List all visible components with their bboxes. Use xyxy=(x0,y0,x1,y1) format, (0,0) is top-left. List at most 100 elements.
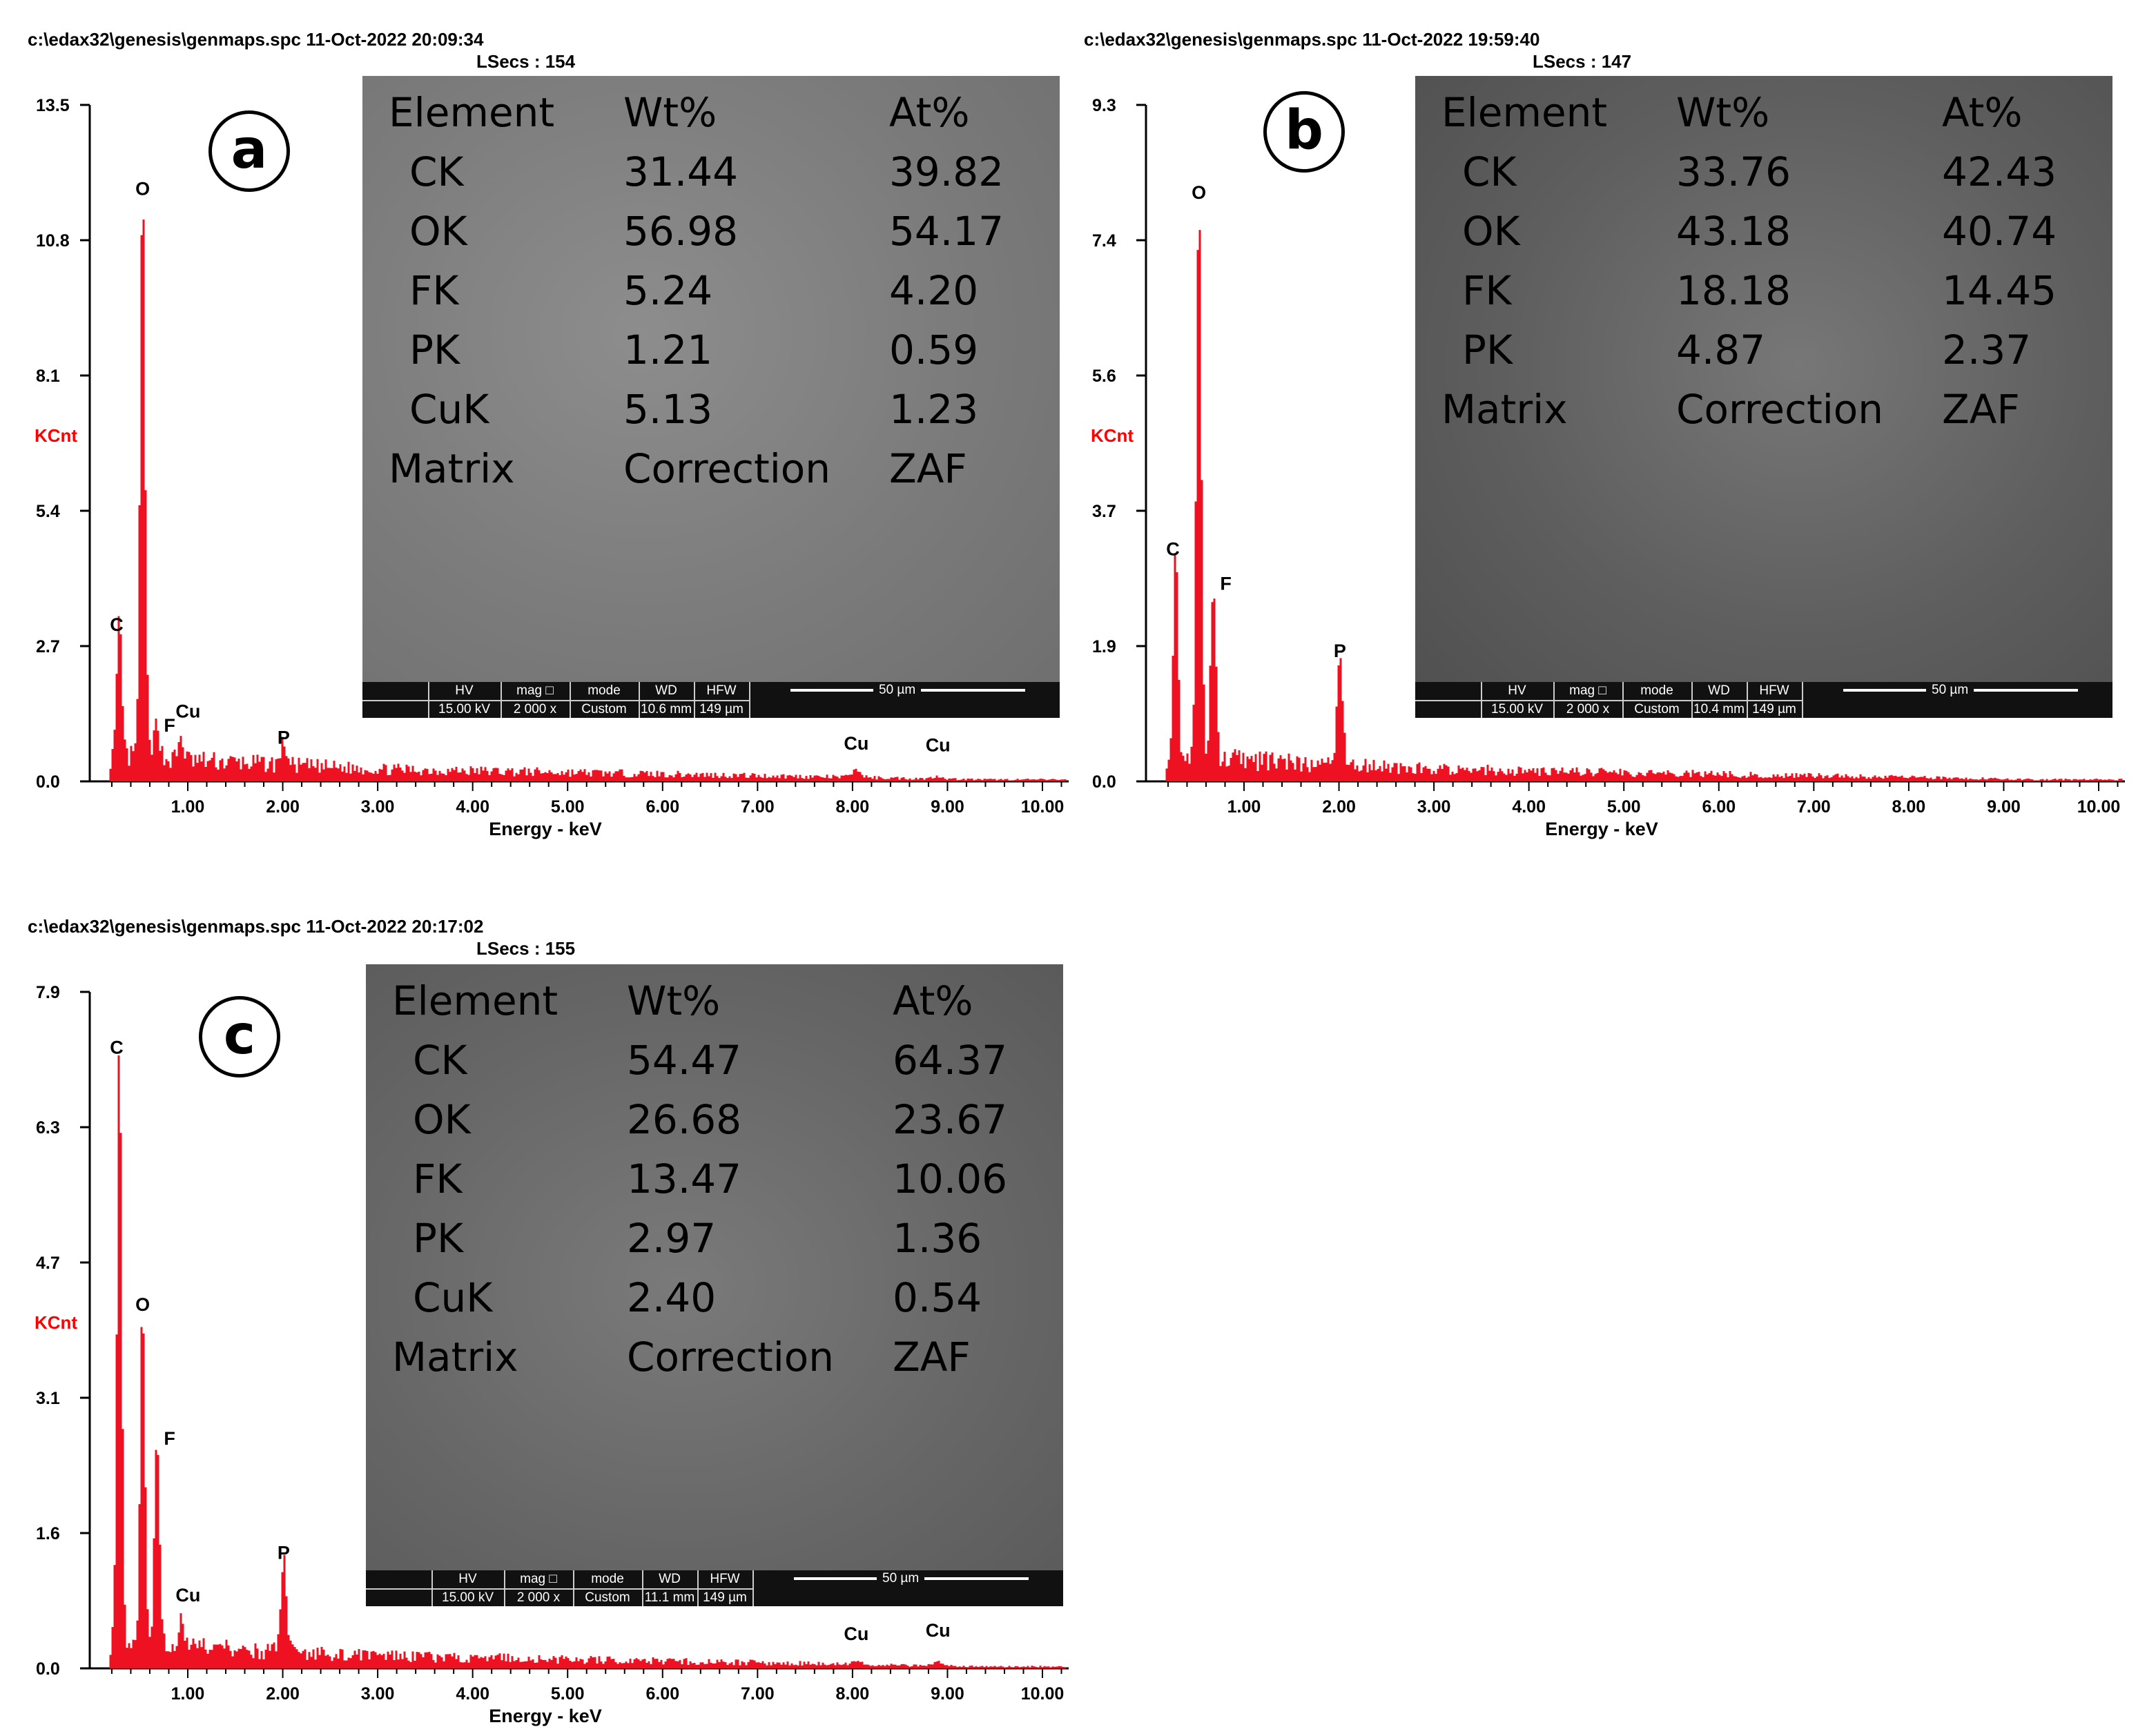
scalebar-cell xyxy=(362,682,429,718)
eds-table-cell: 5.13 xyxy=(623,386,713,433)
spectrum-header-path: c:\edax32\genesis\genmaps.spc 11-Oct-202… xyxy=(1084,29,1540,50)
sem-image-b: Element Wt% At% CK 33.76 42.43 OK 43.18 40.74 FK 1… xyxy=(1415,76,2112,718)
scalebar-cell-header: mag □ xyxy=(516,683,554,698)
sem-scalebar-c: HV 15.00 kV mag □ 2 000 x mode Custom WD 11.1 m… xyxy=(366,1570,1063,1606)
x-tick-label: 8.00 xyxy=(836,797,870,817)
scalebar-cell: WD 10.6 mm xyxy=(639,682,695,718)
x-tick-label: 5.00 xyxy=(551,797,585,817)
eds-table-cell: OK xyxy=(409,208,467,255)
y-axis-label: KCnt xyxy=(35,1312,77,1333)
scalebar-cell-value: Custom xyxy=(573,1588,642,1606)
y-tick-label: 7.4 xyxy=(1092,231,1116,251)
scalebar-cell-value: Custom xyxy=(570,700,639,718)
scalebar-cell: mode Custom xyxy=(1622,682,1693,718)
eds-table-cell: ZAF xyxy=(1942,386,2020,433)
eds-table-cell: Matrix xyxy=(392,1334,518,1381)
x-tick-label: 4.00 xyxy=(1512,797,1546,817)
eds-table-row: OK 56.98 54.17 xyxy=(389,202,1060,261)
scalebar-cell: HFW 149 µm xyxy=(694,682,750,718)
x-tick-label: 5.00 xyxy=(551,1684,585,1704)
eds-table-cell: 2.40 xyxy=(627,1274,717,1321)
scalebar-cell-value xyxy=(1415,700,1481,701)
y-tick-label: 13.5 xyxy=(36,96,70,115)
eds-table-cell: Wt% xyxy=(627,977,721,1024)
eds-table-cell: CK xyxy=(413,1037,467,1084)
y-tick-label: 5.4 xyxy=(36,502,60,521)
eds-table-cell: Correction xyxy=(623,445,831,492)
eds-table-cell: 10.06 xyxy=(893,1155,1008,1202)
eds-table-cell: Element xyxy=(392,977,558,1024)
eds-table-cell: 56.98 xyxy=(623,208,739,255)
x-tick-label: 2.00 xyxy=(1322,797,1356,817)
x-tick-label: 6.00 xyxy=(645,1684,679,1704)
eds-table-cell: 54.17 xyxy=(889,208,1004,255)
eds-panel-b: c:\edax32\genesis\genmaps.spc 11-Oct-202… xyxy=(1056,0,2126,849)
x-tick-label: 1.00 xyxy=(171,797,205,817)
eds-table-cell: Matrix xyxy=(1441,386,1568,433)
eds-table-cell: At% xyxy=(1942,89,2023,136)
scalebar-cell-value: Custom xyxy=(1622,700,1691,718)
eds-table-a: Element Wt% At% CK 31.44 39.82 OK 56.98 54.17 FK 5… xyxy=(389,83,1060,498)
eds-table-cell: 40.74 xyxy=(1942,208,2057,255)
sem-scalebar-a: HV 15.00 kV mag □ 2 000 x mode Custom WD 10.6 m… xyxy=(362,682,1060,718)
scalebar-cell-header: mag □ xyxy=(1569,683,1606,698)
y-tick-label: 3.7 xyxy=(1092,502,1116,521)
eds-table-row: FK 5.24 4.20 xyxy=(389,261,1060,320)
scalebar-cell-header: mode xyxy=(591,1572,624,1586)
scalebar-cell-value: 149 µm xyxy=(694,700,749,718)
scalebar-cell-header: HFW xyxy=(1759,683,1789,698)
eds-table-cell: CuK xyxy=(409,386,489,433)
eds-spectrum-b: 0.0 1.9 3.7 5.6 7.4 9.3 1.00 2.00 3.00 4.00 5.00 6.… xyxy=(1091,96,2125,839)
sem-scalebar-b: HV 15.00 kV mag □ 2 000 x mode Custom WD 10.4 m… xyxy=(1415,682,2112,718)
x-tick-label: 6.00 xyxy=(645,797,679,817)
eds-table-cell: 33.76 xyxy=(1676,148,1791,195)
eds-table-row: CuK 5.13 1.23 xyxy=(389,380,1060,439)
eds-table-cell: 2.97 xyxy=(627,1215,717,1262)
eds-table-cell: FK xyxy=(413,1155,463,1202)
x-tick-label: 10.00 xyxy=(1021,1684,1065,1704)
x-tick-label: 6.00 xyxy=(1702,797,1736,817)
x-tick-label: 8.00 xyxy=(836,1684,870,1704)
eds-panel-a: c:\edax32\genesis\genmaps.spc 11-Oct-202… xyxy=(0,0,1070,849)
x-tick-label: 9.00 xyxy=(931,797,964,817)
scalebar-cell-value: 10.6 mm xyxy=(639,700,694,718)
eds-table-cell: 4.20 xyxy=(889,267,979,314)
spectrum-header-lsecs: LSecs : 154 xyxy=(476,51,576,72)
x-tick-label: 7.00 xyxy=(741,1684,775,1704)
scalebar-cell-value: 2 000 x xyxy=(1553,700,1622,718)
scalebar-cell: HV 15.00 kV xyxy=(1481,682,1555,718)
scalebar-cell-header: mode xyxy=(1640,683,1673,698)
x-tick-label: 10.00 xyxy=(2077,797,2121,817)
eds-table-row: OK 43.18 40.74 xyxy=(1441,202,2112,261)
y-tick-label: 8.1 xyxy=(36,367,60,386)
scalebar-cell-value: 2 000 x xyxy=(501,700,570,718)
scalebar-cell-header: HV xyxy=(455,683,474,698)
sem-image-a: Element Wt% At% CK 31.44 39.82 OK 56.98 54.17 FK 5… xyxy=(362,76,1060,718)
eds-table-cell: CK xyxy=(1462,148,1517,195)
eds-table-cell: ZAF xyxy=(889,445,967,492)
scalebar-cell-header: WD xyxy=(659,1572,681,1586)
scalebar-cell-header: HFW xyxy=(706,683,737,698)
peak-label: Cu xyxy=(926,1620,951,1641)
eds-table-cell: 1.36 xyxy=(893,1215,982,1262)
x-tick-label: 10.00 xyxy=(1021,797,1065,817)
eds-table-cell: OK xyxy=(413,1096,471,1143)
y-tick-label: 4.7 xyxy=(36,1254,60,1273)
eds-table-cell: CuK xyxy=(413,1274,493,1321)
x-tick-label: 9.00 xyxy=(1987,797,2021,817)
eds-table-cell: 31.44 xyxy=(623,148,739,195)
y-tick-label: 3.1 xyxy=(36,1389,60,1408)
scalebar-cell-value: 15.00 kV xyxy=(1481,700,1553,718)
eds-table-cell: At% xyxy=(889,89,970,136)
peak-label: F xyxy=(1220,574,1232,594)
eds-table-cell: 39.82 xyxy=(889,148,1004,195)
peak-label: P xyxy=(1334,641,1346,661)
scalebar-cell: mode Custom xyxy=(573,1570,643,1606)
x-tick-label: 3.00 xyxy=(361,797,395,817)
eds-table-c: Element Wt% At% CK 54.47 64.37 OK 26.68 23.67 FK 1… xyxy=(392,971,1063,1387)
x-axis-label: Energy - keV xyxy=(489,1706,602,1726)
eds-table-cell: 26.68 xyxy=(627,1096,742,1143)
peak-label: C xyxy=(110,1037,124,1058)
scalebar-cell: HV 15.00 kV xyxy=(431,1570,505,1606)
scalebar-cell-value xyxy=(366,1588,431,1590)
